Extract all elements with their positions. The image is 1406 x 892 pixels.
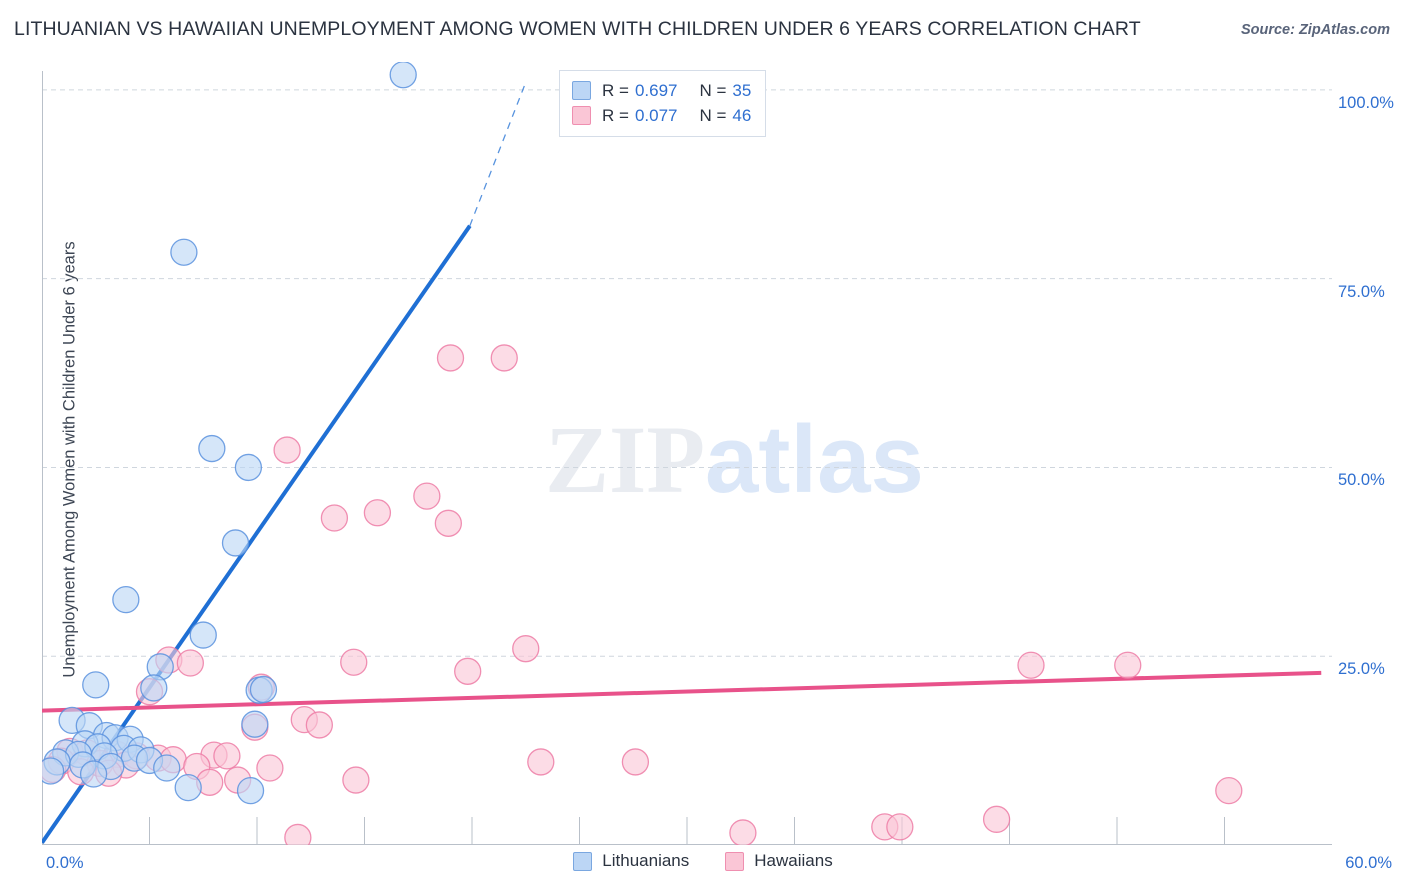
scatter-plot-svg: [42, 62, 1332, 845]
n-label-lithuanians: N =: [699, 80, 727, 100]
legend-swatch-hawaiians: [572, 106, 591, 125]
legend-item-hawaiians[interactable]: Hawaiians: [725, 851, 833, 871]
stats-legend-row-lithuanians: R = 0.697 N = 35: [572, 78, 751, 103]
stats-legend-row-hawaiians: R = 0.077 N = 46: [572, 103, 751, 128]
source-attribution: Source: ZipAtlas.com: [1240, 22, 1390, 38]
r-label-lithuanians: R =: [602, 80, 629, 100]
stats-legend: R = 0.697 N = 35 R = 0.077 N = 46: [559, 70, 767, 137]
axis-lines: [42, 71, 1332, 845]
legend-color-hawaiians: [725, 851, 745, 871]
y-tick-50: 50.0%: [1338, 471, 1385, 490]
legend-color-lithuanians: [573, 851, 593, 871]
legend-label-lithuanians: Lithuanians: [602, 851, 690, 870]
gridlines: [42, 89, 1332, 657]
legend-item-lithuanians[interactable]: Lithuanians: [573, 851, 689, 871]
n-value-hawaiians: 46: [732, 105, 752, 125]
x-tick-max: 60.0%: [1345, 854, 1392, 872]
y-tick-75: 75.0%: [1338, 282, 1385, 301]
y-tick-25: 25.0%: [1338, 660, 1385, 679]
page-title: LITHUANIAN VS HAWAIIAN UNEMPLOYMENT AMON…: [14, 18, 1141, 40]
legend-label-hawaiians: Hawaiians: [754, 851, 833, 870]
lithuanians-points: [42, 62, 417, 805]
plot-area: [42, 62, 1332, 845]
r-value-hawaiians: 0.077: [634, 105, 678, 125]
trend-lines: [42, 82, 1322, 844]
hawaiians-points: [42, 344, 1243, 845]
r-label-hawaiians: R =: [602, 105, 629, 125]
legend-swatch-lithuanians: [572, 81, 591, 100]
n-label-hawaiians: N =: [699, 105, 727, 125]
y-tick-100: 100.0%: [1338, 93, 1394, 112]
n-value-lithuanians: 35: [732, 80, 752, 100]
series-legend: Lithuanians Hawaiians: [0, 851, 1406, 871]
x-tick-min: 0.0%: [46, 854, 84, 872]
r-value-lithuanians: 0.697: [634, 80, 678, 100]
